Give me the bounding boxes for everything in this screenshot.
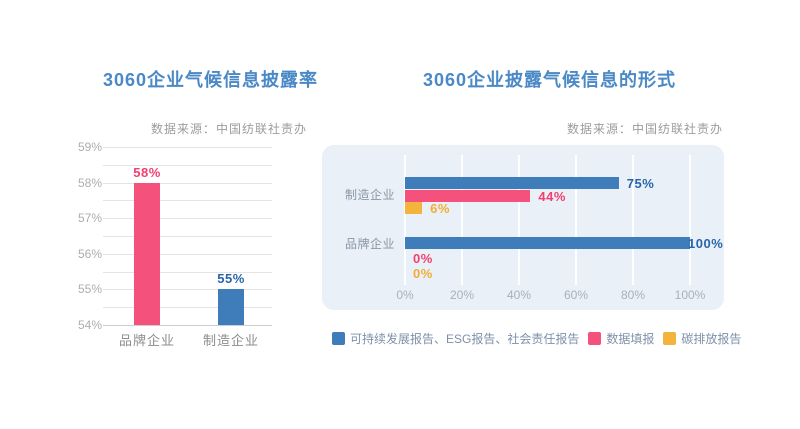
right-chart-panel: 0% 20% 40% 60% 80% 100% 制造企业 75% 44% 6% 品牌企业 100% 0%… [322,145,724,310]
x-axis-label: 40% [506,288,532,302]
gridline [103,164,272,166]
right-chart-source: 数据来源：中国纺联社责办 [566,122,723,136]
legend-item: 碳排放报告 [663,330,741,347]
bar-value-label: 0% [413,251,433,266]
bar-value-label: 0% [413,266,433,281]
gridline [518,155,520,285]
x-axis-label: 60% [563,288,589,302]
y-axis-label: 54% [78,318,103,332]
left-chart-bar [134,182,160,325]
y-axis-label: 58% [78,175,103,190]
gridline [103,200,272,202]
left-chart-plot: 59% 58% 57% 56% 55% 54% 58% 品牌企业 55% 制造企业 [78,140,293,355]
left-chart-source: 数据来源：中国纺联社责办 [150,122,307,136]
x-category-label: 品牌企业 [118,333,175,348]
legend-label: 可持续发展报告、ESG报告、社会责任报告 [350,332,580,346]
right-chart-bar [405,202,423,214]
gridline [689,155,691,285]
chart-legend: 可持续发展报告、ESG报告、社会责任报告 数据填报 碳排放报告 [332,330,741,347]
legend-label: 数据填报 [606,332,655,346]
gridline [404,155,406,285]
x-axis-label: 100% [674,288,706,302]
right-chart-title: 3060企业披露气候信息的形式 [423,70,677,90]
gridline [103,218,272,220]
y-category-label: 品牌企业 [345,237,396,251]
gridline [575,155,577,285]
gridline [103,236,272,237]
legend-swatch [588,332,602,345]
y-axis-label: 55% [78,282,103,297]
left-chart-bar [218,289,244,325]
gridline [103,271,272,273]
gridline [632,155,634,285]
legend-label: 碳排放报告 [681,332,742,346]
y-category-label: 制造企业 [345,188,396,202]
bar-value-label: 100% [688,236,724,251]
right-chart-bar [405,189,531,202]
bar-value-label: 44% [538,188,566,204]
y-axis-label: 56% [78,246,103,261]
bar-value-label: 6% [430,201,450,216]
bar-value-label: 75% [626,176,655,191]
gridline [103,307,272,309]
x-axis-label: 20% [449,288,475,302]
bar-value-label: 55% [217,271,245,287]
y-axis-label: 57% [78,211,103,226]
gridline [103,182,272,184]
right-chart-bar [405,177,619,189]
gridline [103,147,272,148]
bar-value-label: 58% [133,164,161,180]
gridline [103,289,272,291]
y-axis-label: 59% [78,140,103,154]
gridline [103,325,272,326]
legend-swatch [663,332,677,345]
legend-item: 数据填报 [588,330,654,347]
x-axis-label: 0% [396,288,414,302]
right-chart-bar [405,237,690,249]
x-category-label: 制造企业 [202,333,259,348]
left-chart-title: 3060企业气候信息披露率 [103,70,319,90]
gridline [103,253,272,255]
gridline [461,155,463,285]
legend-swatch [332,332,345,345]
x-axis-label: 80% [620,288,646,302]
legend-item: 可持续发展报告、ESG报告、社会责任报告 [332,330,579,347]
